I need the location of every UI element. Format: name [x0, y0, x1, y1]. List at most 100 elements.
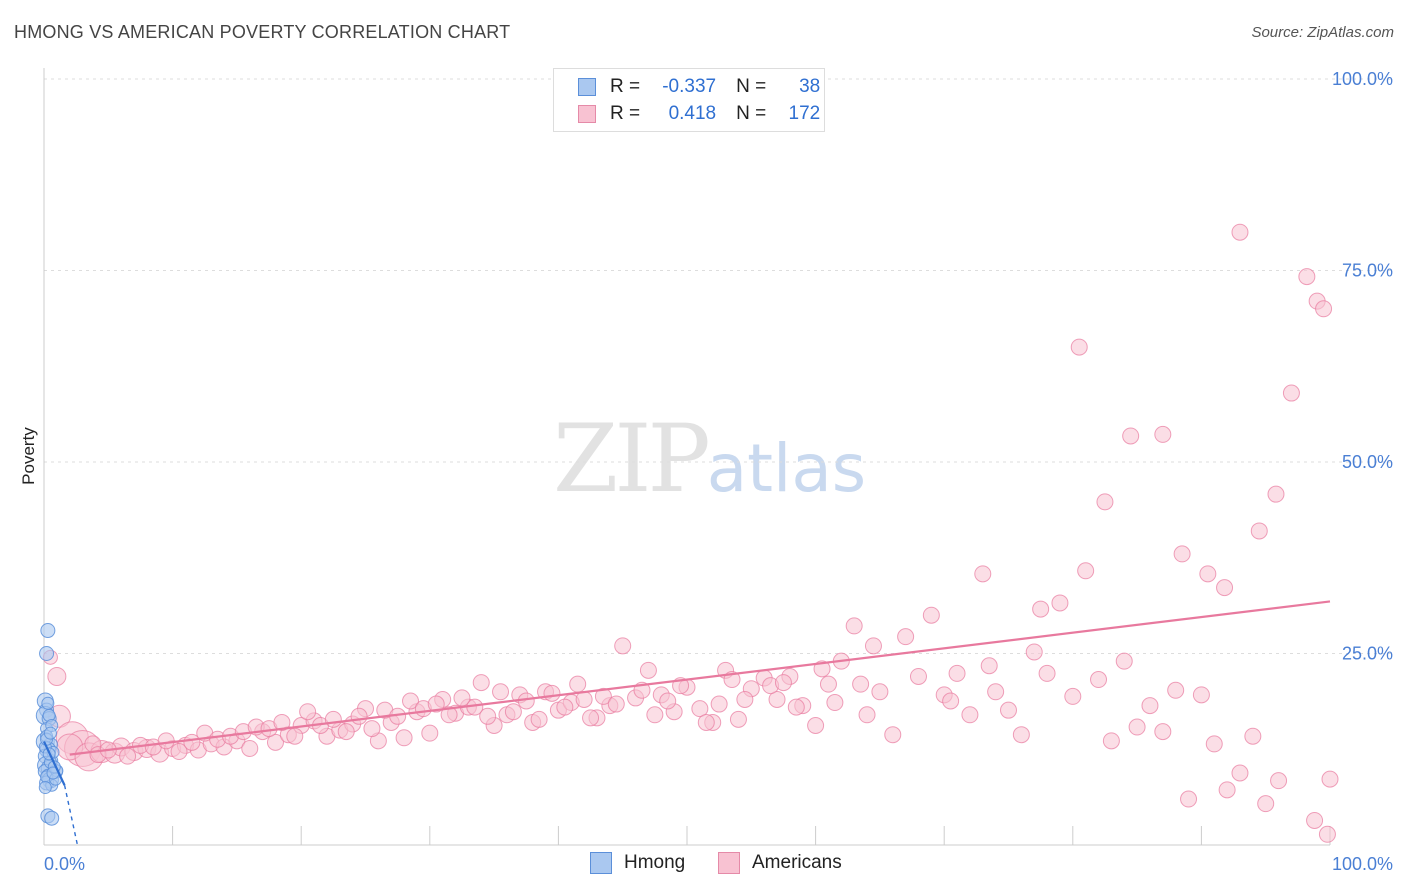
americans-trendline	[69, 600, 1331, 756]
americans-point	[813, 660, 831, 678]
americans-point	[1090, 671, 1108, 689]
americans-point	[582, 709, 600, 727]
americans-point	[350, 707, 368, 725]
correlation-legend: R = -0.337 N = 38 R = 0.418 N = 172	[553, 68, 825, 132]
legend-row-americans: R = 0.418 N = 172	[578, 101, 820, 127]
americans-point	[273, 713, 291, 731]
americans-point	[909, 667, 927, 685]
series-legend-hmong: Hmong	[590, 852, 685, 874]
americans-point	[1216, 579, 1234, 597]
hmong-point	[44, 810, 60, 826]
americans-point	[1122, 427, 1140, 445]
americans-point	[852, 675, 870, 693]
series-label-hmong: Hmong	[624, 852, 686, 873]
hmong-point	[38, 781, 52, 795]
americans-point	[691, 700, 709, 718]
americans-point	[1205, 735, 1223, 753]
americans-point	[1167, 681, 1185, 699]
legend-n-value: 172	[788, 103, 821, 124]
americans-point	[1306, 811, 1324, 829]
americans-point	[864, 637, 882, 655]
americans-point	[594, 687, 612, 705]
hmong-point	[43, 726, 57, 740]
americans-point	[1077, 562, 1095, 580]
legend-r-value: -0.337	[662, 76, 717, 97]
americans-point	[1154, 425, 1172, 443]
americans-point	[845, 617, 863, 635]
series-label-americans: Americans	[752, 852, 842, 873]
americans-point	[440, 706, 458, 724]
hmong-trendline-extension	[63, 785, 79, 846]
americans-point	[787, 698, 805, 716]
americans-point	[884, 726, 902, 744]
source-credit: Source: ZipAtlas.com	[1251, 24, 1394, 41]
americans-point	[646, 706, 664, 724]
legend-n-label: N =	[736, 103, 767, 124]
americans-point	[1270, 772, 1288, 790]
americans-point	[1051, 594, 1069, 612]
americans-point	[266, 733, 284, 751]
series-swatch-hmong	[590, 852, 612, 874]
americans-point	[1070, 338, 1088, 356]
americans-point	[1231, 764, 1249, 782]
americans-point	[639, 661, 657, 679]
series-legend-americans: Americans	[718, 852, 842, 874]
hmong-point	[41, 696, 55, 710]
americans-point	[1315, 300, 1333, 318]
americans-point	[807, 717, 825, 735]
americans-point	[1141, 697, 1159, 715]
americans-point	[897, 628, 915, 646]
americans-point	[1154, 723, 1172, 741]
americans-point	[286, 727, 304, 745]
watermark-zip: ZIP	[553, 405, 711, 514]
hmong-point	[40, 623, 56, 639]
americans-point	[1173, 545, 1191, 563]
americans-point	[472, 674, 490, 692]
americans-point	[1096, 493, 1114, 511]
series-swatch-americans	[718, 852, 740, 874]
americans-point	[241, 739, 259, 757]
americans-point	[170, 743, 188, 761]
americans-point	[363, 720, 381, 738]
americans-point	[1318, 825, 1336, 843]
americans-point	[1267, 485, 1285, 503]
legend-r-value: 0.418	[668, 103, 717, 124]
americans-point	[729, 710, 747, 728]
legend-n-value: 38	[799, 76, 821, 97]
americans-point	[492, 683, 510, 701]
americans-point	[1257, 795, 1275, 813]
americans-point	[710, 695, 728, 713]
legend-swatch-americans	[578, 105, 596, 123]
americans-point	[948, 664, 966, 682]
americans-point	[961, 706, 979, 724]
americans-point	[659, 692, 677, 710]
americans-point	[1038, 664, 1056, 682]
legend-n-label: N =	[736, 76, 767, 97]
watermark-atlas: atlas	[706, 430, 867, 507]
americans-point	[736, 690, 754, 708]
hmong-trendline	[43, 741, 66, 786]
americans-point	[543, 684, 561, 702]
americans-point	[1102, 732, 1120, 750]
americans-point	[1298, 268, 1316, 286]
americans-point	[858, 706, 876, 724]
americans-point	[1244, 727, 1262, 745]
americans-point	[402, 692, 420, 710]
legend-r-label: R =	[610, 76, 641, 97]
americans-point	[987, 683, 1005, 701]
americans-point	[768, 690, 786, 708]
americans-point	[337, 723, 355, 741]
y-tick-label: 25.0%	[1342, 644, 1393, 664]
americans-point	[530, 710, 548, 728]
americans-point	[1250, 522, 1268, 540]
x-tick-label-max: 100.0%	[1332, 854, 1393, 874]
americans-point	[614, 637, 632, 655]
hmong-point	[39, 646, 55, 661]
americans-point	[479, 707, 497, 725]
chart-title: HMONG VS AMERICAN POVERTY CORRELATION CH…	[14, 22, 511, 42]
americans-point	[1012, 726, 1030, 744]
americans-point	[504, 703, 522, 721]
americans-point	[421, 724, 439, 742]
legend-r-label: R =	[610, 103, 641, 124]
